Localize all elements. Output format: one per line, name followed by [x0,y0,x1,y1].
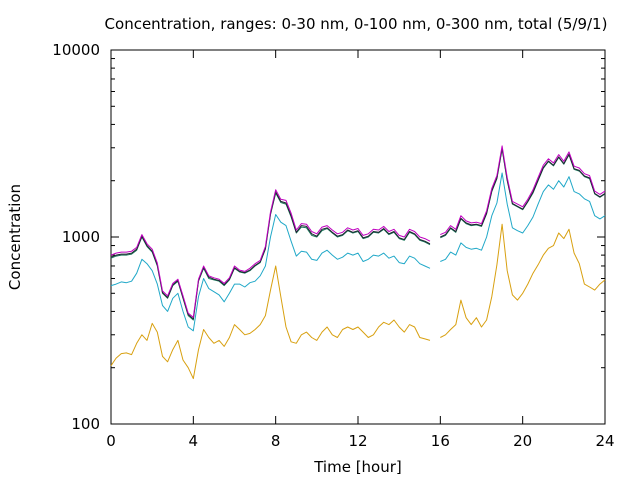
plot-frame [110,49,606,425]
y-axis: 100 1000 10000 [52,41,605,433]
x-tick-label: 20 [513,432,532,450]
series-line-5 [110,145,606,318]
series-lines [110,145,606,380]
x-tick-label: 4 [189,432,199,450]
y-tick-label: 10000 [52,41,100,59]
x-axis-label: Time [hour] [313,458,402,476]
x-tick-label: 8 [271,432,281,450]
x-tick-label: 0 [106,432,116,450]
x-tick-label: 16 [431,432,450,450]
series-line-1 [110,223,606,380]
series-line-3 [110,148,606,321]
y-tick-label: 100 [71,415,100,433]
y-axis-label: Concentration [6,184,24,290]
chart-title: Concentration, ranges: 0-30 nm, 0-100 nm… [105,15,608,33]
series-line-4 [110,147,606,320]
series-line-2 [110,172,606,332]
x-tick-label: 24 [595,432,614,450]
x-tick-label: 12 [348,432,367,450]
y-minor-ticks [111,58,605,369]
x-axis: 0 4 8 12 16 20 24 [106,50,615,450]
y-tick-label: 1000 [62,228,100,246]
